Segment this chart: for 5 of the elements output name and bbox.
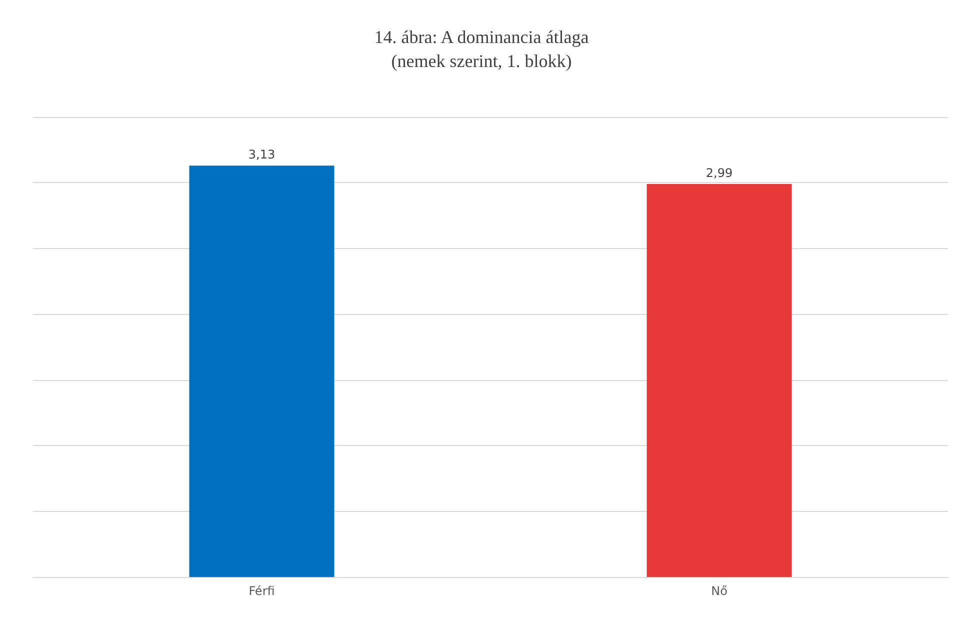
data-label: 3,13 xyxy=(248,148,276,162)
x-tick-label: Férfi xyxy=(248,584,275,598)
chart-title: 14. ábra: A dominancia átlaga (nemek szerint, 1. blokk) xyxy=(374,27,589,71)
data-label: 2,99 xyxy=(706,166,733,180)
x-tick-label: Nő xyxy=(711,584,728,598)
